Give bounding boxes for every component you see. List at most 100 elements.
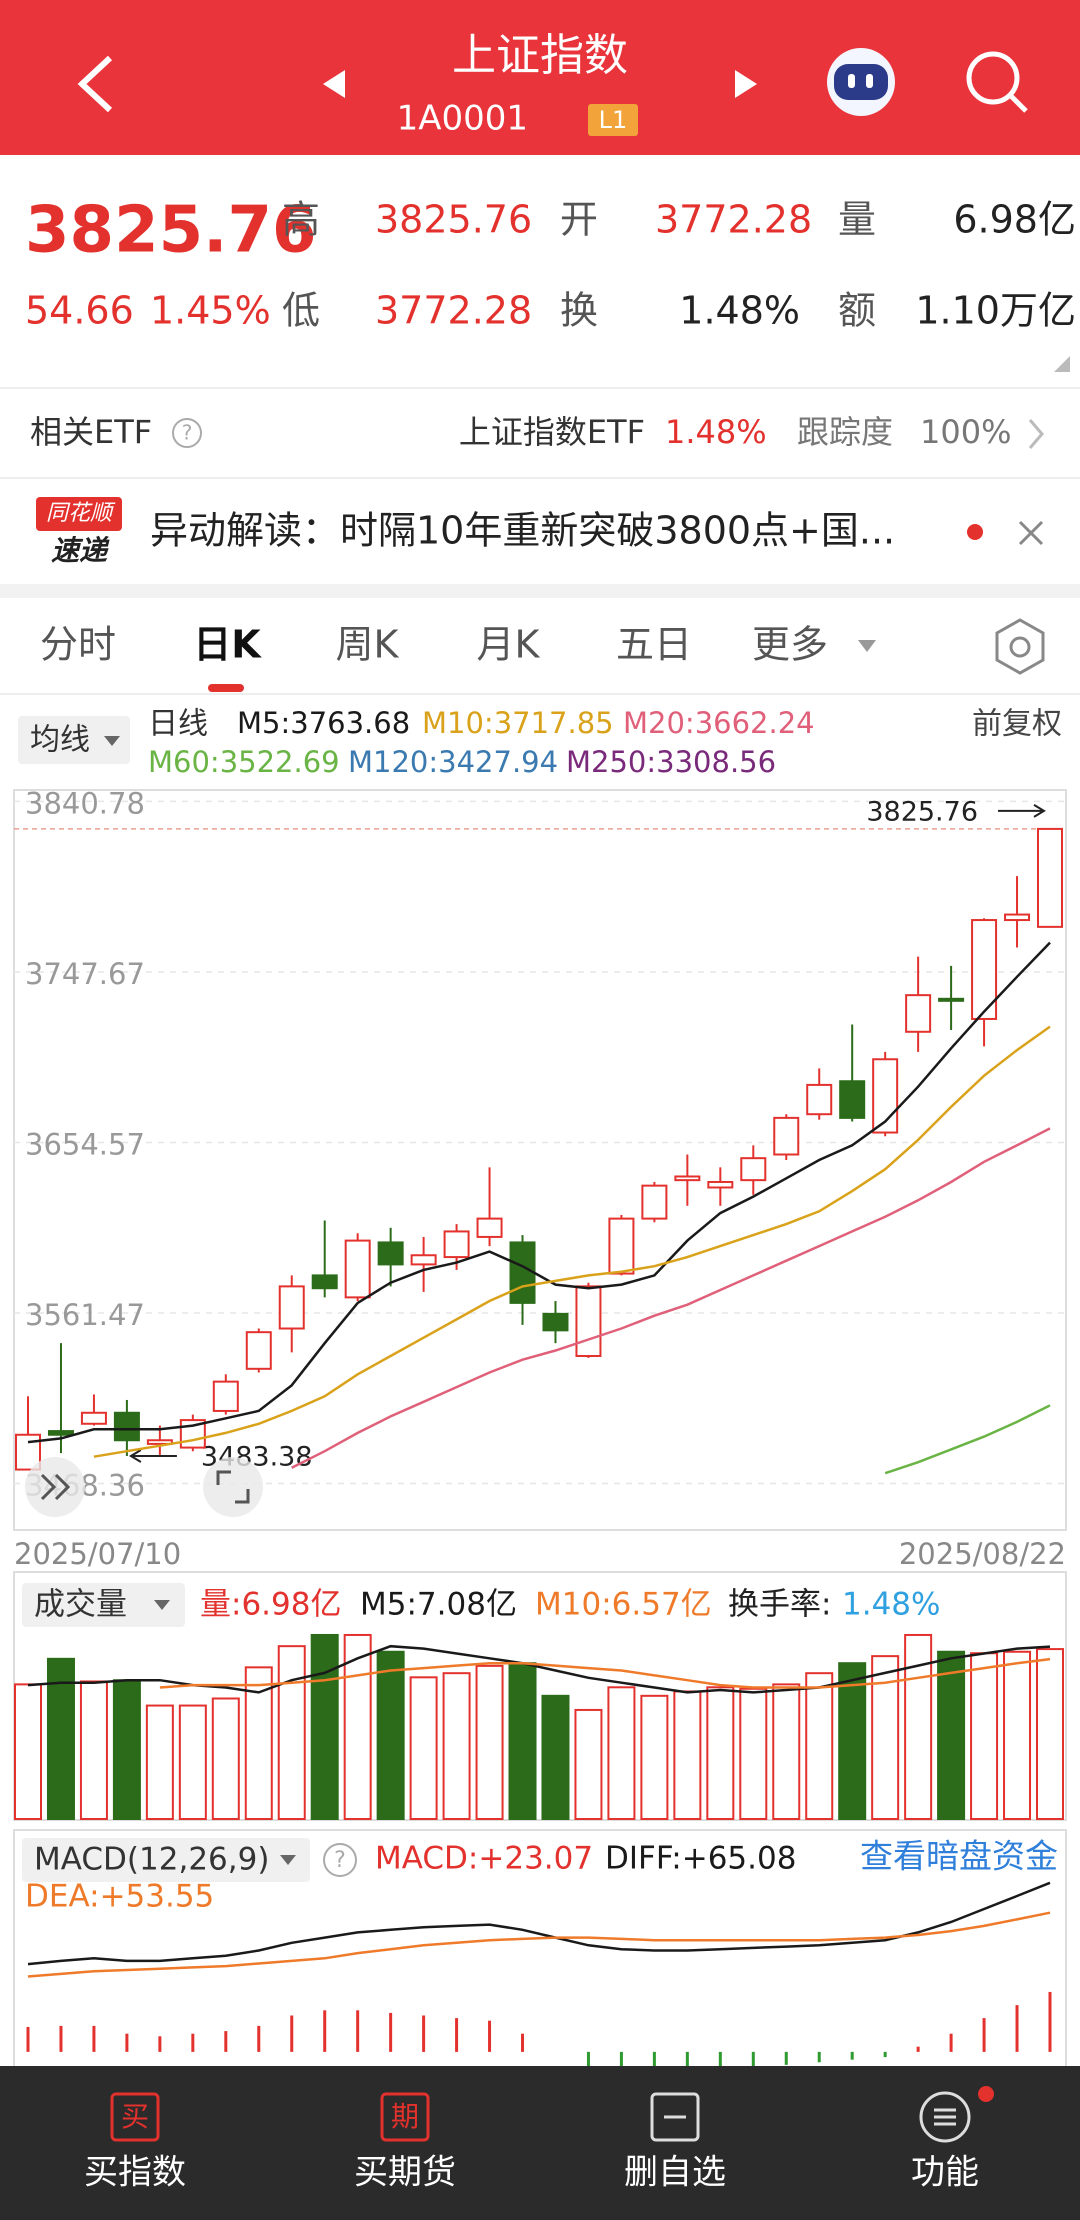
help-icon[interactable] [323, 1843, 357, 1877]
candle-body [212, 1380, 239, 1412]
quote-value: 3825.76 [375, 198, 532, 242]
tab[interactable]: 日K [193, 623, 262, 667]
volume-bar [442, 1672, 471, 1821]
candle-body [905, 994, 932, 1033]
tab[interactable]: 月K [477, 623, 541, 667]
candle-body [839, 1080, 866, 1119]
macd-plot [26, 1881, 1052, 2066]
nav-label: 删自选 [624, 2153, 726, 2193]
legend-entry: DEA:+53.55 [25, 1879, 214, 1915]
legend-entry: M20:3662.24 [623, 706, 815, 740]
next-button[interactable] [735, 70, 757, 98]
nav-icon [919, 2091, 971, 2143]
volume-bar [1036, 1648, 1064, 1821]
nav-item[interactable]: 买 买指数 [84, 2092, 186, 2193]
tab[interactable]: 五日 [616, 623, 692, 667]
nav-item[interactable]: 删自选 [624, 2092, 726, 2193]
track-value: 100% [920, 413, 1011, 451]
legend-entry: M10:6.57亿 [535, 1587, 712, 1623]
separator [0, 584, 1080, 598]
line [93, 1025, 1051, 1458]
nav-label: 买期货 [354, 2153, 456, 2193]
candle-body [146, 1439, 173, 1445]
etf-row[interactable]: 相关ETF ? 上证指数ETF 1.48% 跟踪度 100% [30, 413, 1044, 451]
settings-button[interactable] [995, 618, 1045, 675]
fullscreen-button[interactable] [203, 1457, 263, 1517]
nav-icon [934, 2108, 956, 2126]
nav-icon [110, 2092, 160, 2142]
dark-pool-link[interactable]: 查看暗盘资金 [860, 1837, 1058, 1876]
quote-label: 低 [282, 289, 320, 333]
prev-button[interactable] [323, 70, 345, 98]
help-icon [172, 418, 202, 448]
tab[interactable]: 更多 [752, 623, 828, 667]
legend-entry: M5:3763.68 [237, 706, 410, 740]
quote-label: 高 [282, 198, 320, 242]
volume-bar [739, 1687, 768, 1820]
unread-dot [967, 524, 983, 540]
candle-body [707, 1180, 734, 1189]
news-badge-top: 同花顺 [46, 501, 116, 526]
candle-body [1004, 913, 1031, 922]
back-button[interactable] [77, 55, 113, 113]
candle-body [410, 1254, 437, 1266]
x-tick-label: 2025/07/10 [14, 1537, 181, 1571]
volume-bar [310, 1633, 339, 1820]
adjust-mode[interactable]: 前复权 [972, 707, 1062, 742]
expand-corner[interactable] [1054, 356, 1070, 372]
nav-label: 买指数 [84, 2153, 186, 2193]
legend-entry: M250:3308.56 [566, 745, 776, 779]
volume-bar [706, 1686, 735, 1820]
line [27, 941, 1051, 1444]
volume-selector-label: 成交量 [34, 1587, 127, 1623]
nav-icon-text: 期 [391, 2100, 419, 2133]
volume-bar [1003, 1650, 1032, 1821]
legend-entry: 量:6.98亿 [200, 1587, 341, 1623]
nav-label: 功能 [911, 2153, 979, 2193]
max-label: 3825.76 [866, 796, 978, 827]
search-button[interactable] [966, 51, 1028, 113]
nav-icon [650, 2092, 700, 2142]
notification-dot [978, 2086, 994, 2102]
ma-selector[interactable] [18, 716, 130, 764]
candle-body [245, 1331, 272, 1370]
robot-face [834, 64, 888, 100]
legend-entry: M120:3427.94 [348, 745, 558, 779]
price: 3825.76 [25, 194, 317, 268]
etf-label: 相关ETF [30, 413, 152, 451]
volume-selector[interactable] [22, 1583, 185, 1627]
quote-label: 开 [560, 198, 598, 242]
nav-item[interactable]: 期 买期货 [354, 2092, 456, 2193]
candle-body [542, 1312, 569, 1332]
max-arrow [998, 804, 1046, 818]
volume-bar [541, 1694, 570, 1821]
title: 上证指数 [452, 30, 628, 81]
tab[interactable]: 周K [336, 623, 400, 667]
settings-icon [1009, 636, 1031, 658]
line [159, 1657, 1051, 1689]
candle-body [443, 1230, 470, 1259]
candle-body [476, 1217, 503, 1238]
candle-body [509, 1241, 536, 1304]
news-row[interactable]: 同花顺 速递 异动解读：时隔10年重新突破3800点+国... [36, 497, 1044, 567]
volume-bar [640, 1694, 669, 1821]
help-icon: ? [182, 421, 193, 445]
dropdown-arrow [104, 736, 120, 746]
nav-item[interactable]: 功能 [911, 2086, 994, 2193]
robot-button[interactable] [827, 48, 895, 116]
close-button[interactable] [1018, 520, 1044, 546]
period: 日线 [148, 707, 208, 742]
volume-bar [145, 1704, 174, 1820]
macd-selector-label: MACD(12,26,9) [34, 1842, 269, 1878]
quote-label: 量 [838, 198, 876, 242]
macd-selector[interactable] [22, 1838, 310, 1882]
ma-selector-label: 均线 [30, 723, 90, 758]
search-icon [1009, 94, 1028, 113]
tab[interactable]: 分时 [40, 623, 116, 667]
volume-bar [805, 1672, 834, 1821]
line [291, 1127, 1051, 1469]
change-pct: 1.45% [150, 289, 271, 333]
robot-eye [866, 74, 873, 88]
legend-entry: M60:3522.69 [148, 745, 340, 779]
volume-bar [970, 1652, 999, 1820]
